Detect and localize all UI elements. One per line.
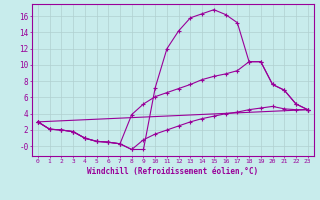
X-axis label: Windchill (Refroidissement éolien,°C): Windchill (Refroidissement éolien,°C) [87,167,258,176]
